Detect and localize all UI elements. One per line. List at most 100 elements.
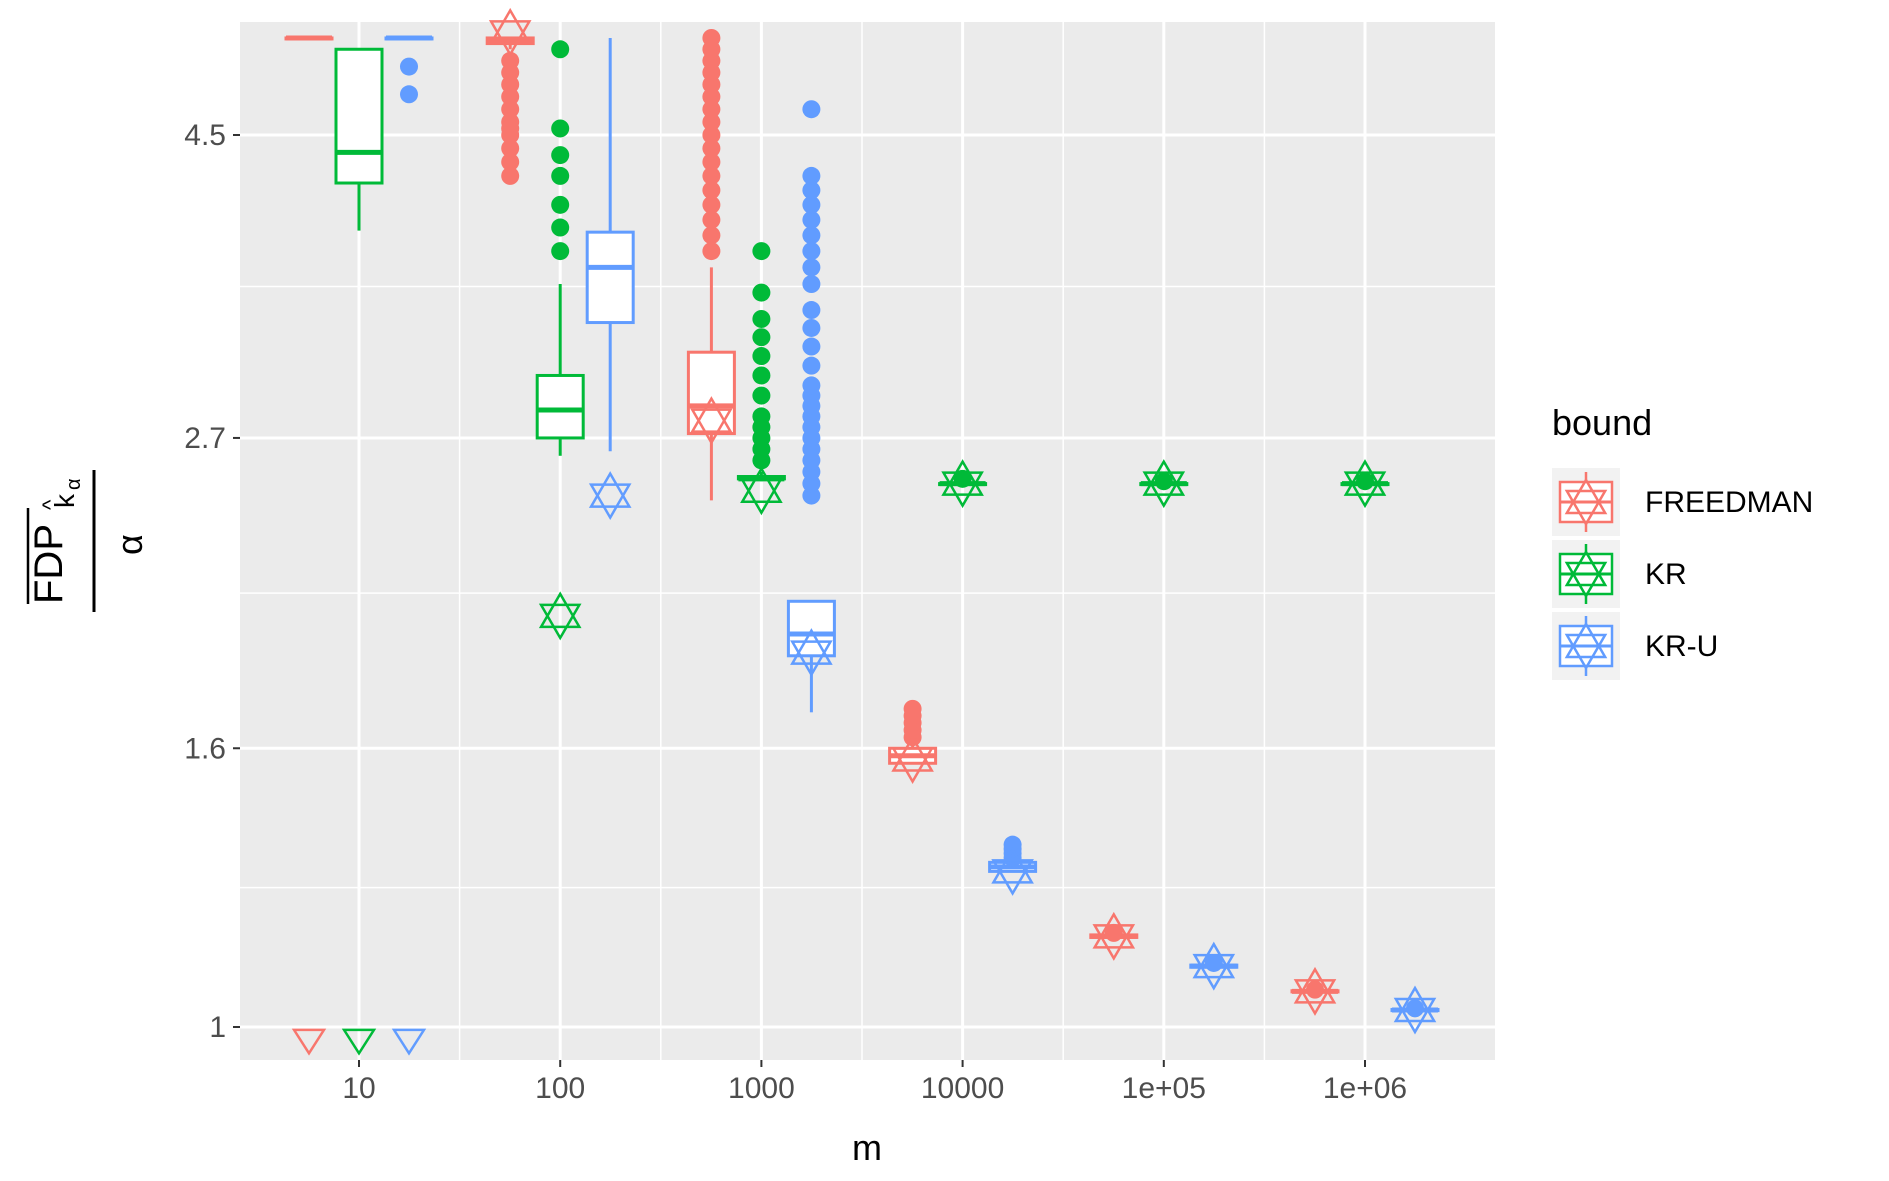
x-tick-label: 1e+05 [1122,1072,1206,1105]
box-iqr [535,373,585,440]
outlier-point [501,87,520,106]
mean-triangle-up [588,471,632,508]
outlier-point [752,283,771,302]
y-axis-title-denominator: α [109,534,150,555]
legend-item-freedman: FREEDMAN [1552,468,1813,536]
mean-triangle-down [488,20,532,57]
x-tick-label: 10000 [921,1072,1004,1105]
outlier-point [501,166,520,185]
outlier-point [702,226,721,245]
legend-key-star-icon [1564,621,1608,671]
outlier-point [702,139,721,158]
outlier-point [702,195,721,214]
legend-label: KR-U [1645,630,1718,663]
mean-triangle-down [941,471,984,509]
mean-marker-kr [341,1028,377,1056]
mean-triangle-up [1564,621,1608,659]
outlier-point [752,366,771,385]
mean-triangle-down [690,408,733,446]
mean-triangle-up [1293,966,1337,1004]
outlier-point [1406,999,1424,1018]
y-axis-title-sub: k [49,493,80,508]
x-tick-label: 1e+06 [1323,1072,1407,1105]
box-layer [284,28,1440,1018]
mean-marker-kr-u [1192,941,1236,991]
box-kr-u [384,35,434,104]
mean-markers [291,7,1437,1056]
mean-triangle-up [1564,549,1608,587]
legend-key-star-icon [1564,477,1608,527]
mean-triangle-down [538,603,582,641]
outlier-point [1356,472,1374,491]
box-kr [736,242,786,482]
outlier-point [802,226,821,245]
mean-triangle-up [1564,477,1608,515]
mean-triangle-up [790,628,833,665]
mean-triangle-up [891,734,934,772]
mean-triangle-down [891,747,934,784]
outlier-point [752,386,771,405]
outlier-point [1154,472,1173,491]
mean-marker-kr-u [588,471,632,521]
mean-triangle-down [991,859,1034,896]
outlier-point [752,242,771,261]
outlier-point [551,242,570,261]
box-iqr [686,350,736,436]
mean-triangle-down [1393,997,1437,1035]
mean-triangle-down [588,483,632,521]
mean-triangle-up [1192,941,1236,979]
mean-marker-freedman [891,734,934,784]
mean-marker-kr [538,591,582,641]
y-axis-title-subsub: α [63,478,85,490]
outlier-point [501,139,520,158]
outlier-point [702,242,721,261]
y-tick-label: 2.7 [184,422,226,455]
outlier-point [551,195,570,214]
outlier-point [702,126,721,144]
mean-triangle-up [941,459,984,496]
outlier-point [802,356,821,375]
outlier-point [551,119,570,138]
outlier-point [953,469,972,488]
mean-marker-kr [1343,459,1387,509]
legend-label: FREEDMAN [1645,486,1813,519]
mean-marker-kr-u [991,846,1034,896]
mean-triangle-up [538,591,582,629]
mean-marker-freedman [1092,911,1136,961]
mean-triangle-down [1343,471,1387,509]
mean-triangle-down [1293,979,1337,1016]
outlier-point [802,166,821,185]
mean-marker-freedman [291,1028,327,1056]
legend-key-star-icon [1564,549,1608,599]
box-freedman [284,35,334,41]
outlier-point [702,112,721,131]
mean-triangle-up [1343,459,1387,496]
outlier-point [551,40,570,59]
box-kr [334,47,384,231]
mean-marker-kr-u [391,1028,427,1056]
mean-marker-freedman [1293,966,1337,1016]
outlier-point [501,100,520,119]
outlier-point [702,28,721,47]
mean-marker-kr [740,466,783,516]
mean-marker-kr [941,459,984,509]
mean-triangle-down [1192,953,1236,991]
x-axis: 10 100 1000 10000 1e+05 1e+06 [342,1060,1407,1105]
outlier-point [802,242,821,261]
mean-triangle-up [991,846,1034,884]
grid-major [240,22,1495,1060]
box-kr-u [585,37,635,452]
legend: bound FREEDMAN KR KR-U [1552,402,1813,680]
y-tick-label: 4.5 [184,119,226,152]
y-tick-label: 1 [209,1011,226,1044]
mean-triangle-up [740,466,783,503]
outlier-point [551,218,570,237]
box-iqr [334,47,384,185]
box-kr [535,40,585,456]
x-tick-label: 1000 [728,1072,795,1105]
outlier-point [551,166,570,185]
box-freedman [1089,923,1139,942]
mean-triangle-down [740,478,783,516]
mean-triangle-down [1564,561,1608,599]
